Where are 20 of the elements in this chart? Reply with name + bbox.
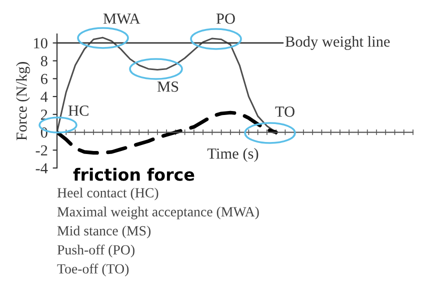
text: Toe-off (TO) <box>57 264 129 276</box>
x-axis-title: Time (s) <box>207 148 258 162</box>
text: PO <box>216 14 235 24</box>
text: MWA <box>103 14 140 24</box>
annotation: MS <box>157 82 178 92</box>
y-tick-label: 4 <box>40 92 48 102</box>
y-tick-label: 8 <box>40 56 48 66</box>
annotation: HC <box>68 106 88 116</box>
y-tick-label: 6 <box>40 74 48 84</box>
text: Push-off (PO) <box>57 244 134 258</box>
y-tick-label: 10 <box>34 38 48 48</box>
text: Maximal weight acceptance (MWA) <box>57 206 259 220</box>
annotation: TO <box>275 106 294 117</box>
ref-line-label: Body weight line <box>285 36 390 50</box>
text: Heel contact (HC) <box>57 188 158 200</box>
y-tick-label: -2 <box>36 145 48 156</box>
series-label: friction force <box>73 168 194 181</box>
y-axis-title: Force (N/kg) <box>16 62 30 140</box>
y-tick-label: -4 <box>36 163 48 174</box>
text: Mid stance (MS) <box>57 226 151 238</box>
